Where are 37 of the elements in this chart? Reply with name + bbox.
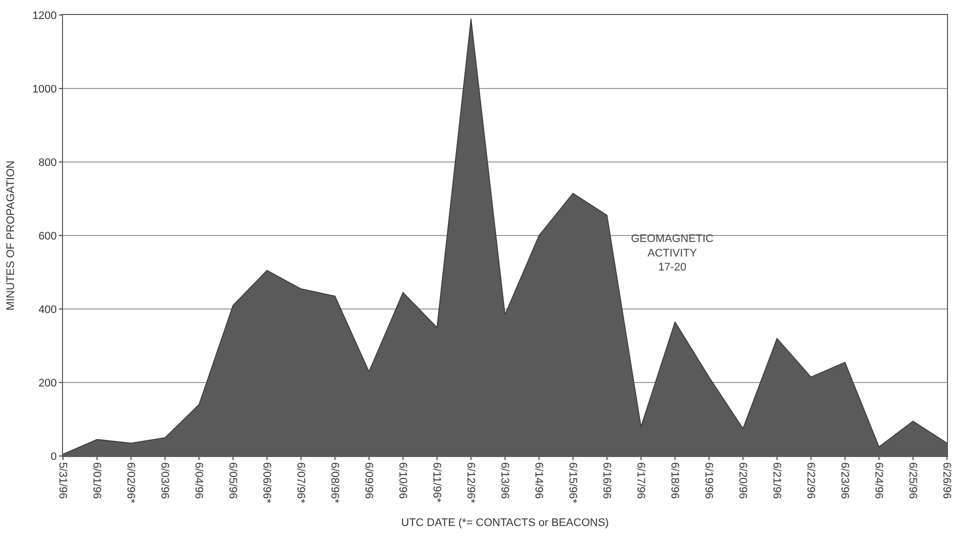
y-tick-label: 400 — [38, 304, 57, 316]
annotation: GEOMAGNETIC ACTIVITY 17-20 — [631, 233, 714, 274]
y-tick-label: 600 — [38, 230, 57, 242]
x-tick-label: 6/04/96 — [192, 462, 204, 499]
x-tick-label: 6/02/96* — [124, 462, 136, 504]
x-tick-label: 6/16/96 — [600, 462, 612, 499]
x-tick-label: 6/03/96 — [158, 462, 170, 499]
y-tick-label: 1000 — [32, 83, 57, 96]
x-tick-label: 6/08/96* — [328, 462, 340, 504]
x-tick-label: 6/20/96 — [736, 462, 748, 499]
x-tick-label: 6/05/96 — [226, 462, 238, 499]
x-tick-label: 6/06/96* — [260, 462, 272, 504]
x-tick-label: 6/23/96 — [838, 462, 850, 499]
x-tick-label: 6/22/96 — [804, 462, 816, 499]
x-tick-label: 6/14/96 — [532, 462, 544, 499]
x-tick-label: 6/11/96* — [430, 462, 442, 504]
x-tick-label: 5/31/96 — [56, 462, 68, 499]
x-tick-label: 6/26/96 — [940, 462, 952, 499]
x-tick-label: 6/19/96 — [702, 462, 714, 499]
x-axis-title: UTC DATE (*= CONTACTS or BEACONS) — [401, 517, 609, 530]
x-tick-label: 6/10/96 — [396, 462, 408, 499]
x-tick-label: 6/15/96* — [566, 462, 578, 504]
x-tick-label: 6/01/96 — [90, 462, 102, 499]
y-tick-label: 800 — [38, 156, 57, 169]
y-axis-title: MINUTES OF PROPAGATION — [4, 160, 17, 310]
y-tick-label: 1200 — [32, 10, 57, 22]
x-tick-label: 6/07/96* — [294, 462, 306, 504]
x-tick-label: 6/25/96 — [906, 462, 918, 499]
x-tick-label: 6/21/96 — [770, 462, 782, 499]
x-tick-label: 6/09/96 — [362, 462, 374, 499]
y-tick-label: 200 — [38, 377, 57, 390]
y-tick-label: 0 — [50, 450, 57, 463]
x-tick-label: 6/13/96 — [498, 462, 510, 499]
x-tick-label: 6/17/96 — [634, 462, 646, 499]
x-tick-label: 6/24/96 — [872, 462, 884, 499]
x-tick-label: 6/12/96* — [464, 462, 476, 504]
x-tick-label: 6/18/96 — [668, 462, 680, 499]
